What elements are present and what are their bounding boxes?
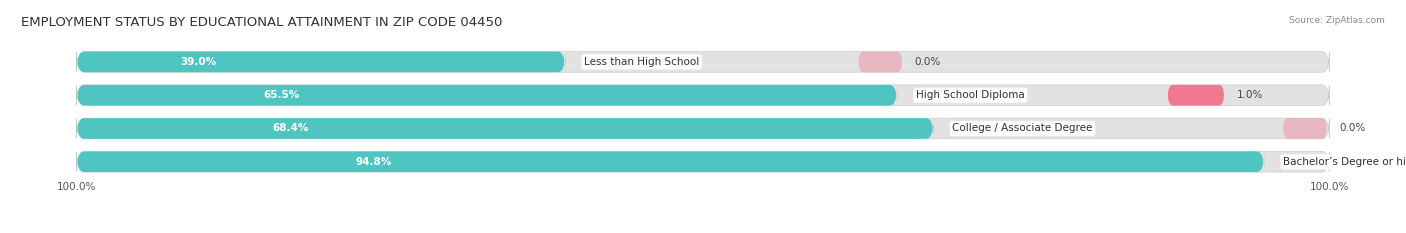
FancyBboxPatch shape bbox=[858, 51, 903, 72]
Text: 100.0%: 100.0% bbox=[1309, 182, 1348, 192]
FancyBboxPatch shape bbox=[77, 151, 1264, 172]
Text: 68.4%: 68.4% bbox=[273, 123, 309, 134]
Text: 1.0%: 1.0% bbox=[1237, 90, 1263, 100]
Text: Less than High School: Less than High School bbox=[583, 57, 699, 67]
FancyBboxPatch shape bbox=[1282, 118, 1327, 139]
FancyBboxPatch shape bbox=[77, 85, 897, 106]
Text: 39.0%: 39.0% bbox=[181, 57, 217, 67]
FancyBboxPatch shape bbox=[77, 51, 1329, 72]
Text: Bachelor’s Degree or higher: Bachelor’s Degree or higher bbox=[1282, 157, 1406, 167]
FancyBboxPatch shape bbox=[77, 85, 1329, 106]
Text: EMPLOYMENT STATUS BY EDUCATIONAL ATTAINMENT IN ZIP CODE 04450: EMPLOYMENT STATUS BY EDUCATIONAL ATTAINM… bbox=[21, 16, 502, 29]
FancyBboxPatch shape bbox=[77, 118, 934, 139]
Text: 0.0%: 0.0% bbox=[1340, 123, 1365, 134]
Text: 100.0%: 100.0% bbox=[58, 182, 97, 192]
Text: 94.8%: 94.8% bbox=[356, 157, 392, 167]
Text: 65.5%: 65.5% bbox=[264, 90, 299, 100]
Text: High School Diploma: High School Diploma bbox=[915, 90, 1025, 100]
FancyBboxPatch shape bbox=[77, 51, 565, 72]
Text: 0.0%: 0.0% bbox=[915, 57, 941, 67]
FancyBboxPatch shape bbox=[77, 151, 1329, 172]
Text: College / Associate Degree: College / Associate Degree bbox=[952, 123, 1092, 134]
Text: Source: ZipAtlas.com: Source: ZipAtlas.com bbox=[1289, 16, 1385, 25]
FancyBboxPatch shape bbox=[77, 118, 1329, 139]
FancyBboxPatch shape bbox=[1168, 85, 1225, 106]
